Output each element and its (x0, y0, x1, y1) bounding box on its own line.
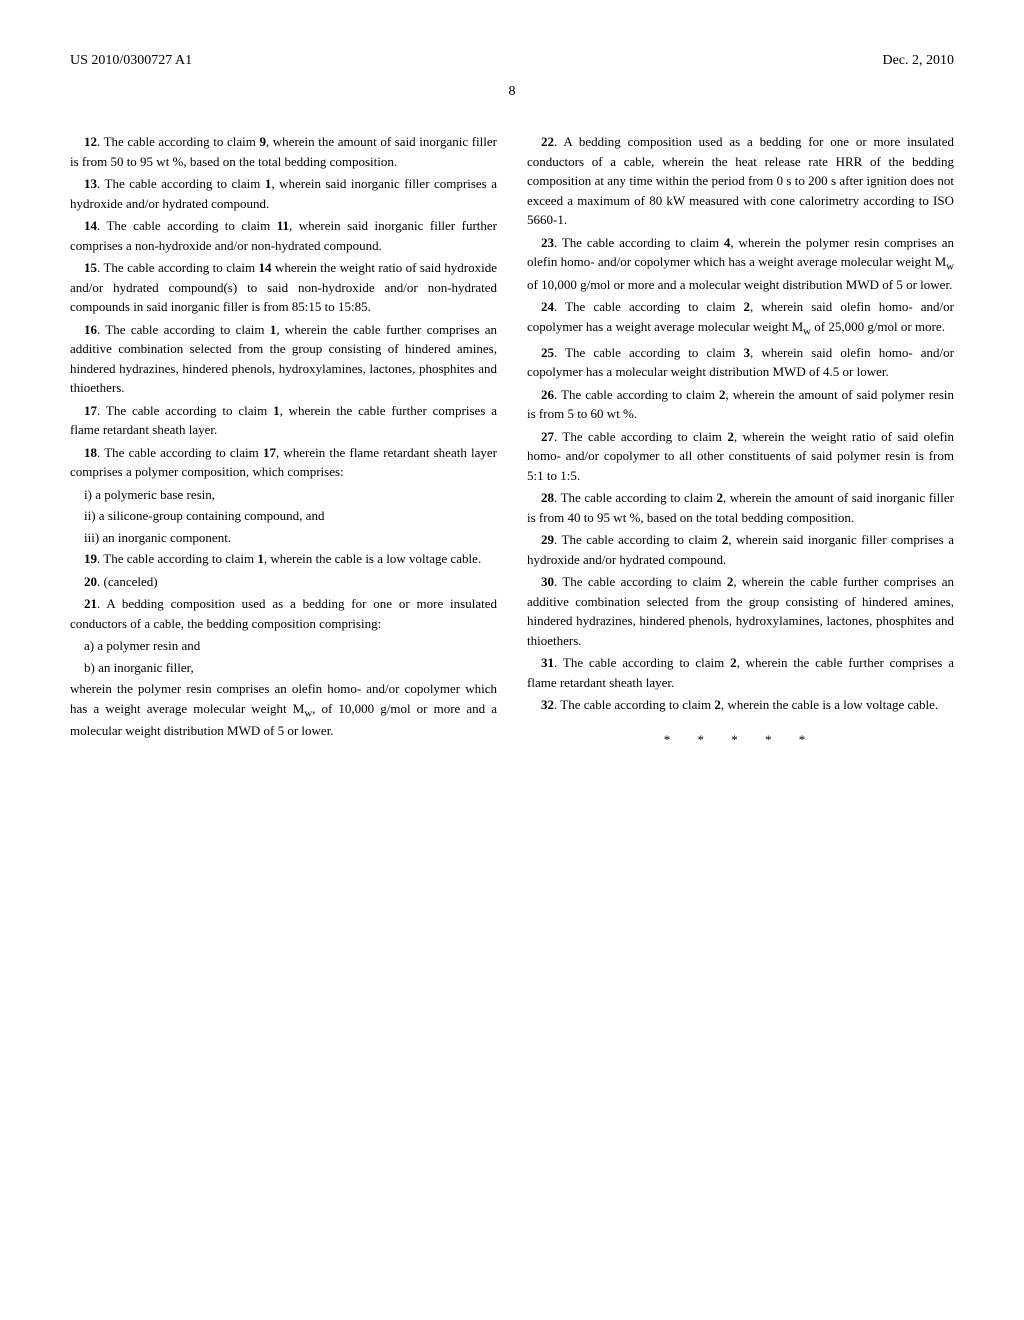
claim-29: 29. The cable according to claim 2, wher… (527, 530, 954, 569)
claim-text: . The cable according to claim (554, 574, 727, 589)
claim-number: 21 (84, 596, 97, 611)
claim-text: . The cable according to claim (97, 260, 259, 275)
claim-text: . The cable according to claim (554, 387, 719, 402)
claim-17: 17. The cable according to claim 1, wher… (70, 401, 497, 440)
claim-text: . The cable according to claim (554, 655, 730, 670)
claim-text: . The cable according to claim (554, 490, 716, 505)
claim-text: . The cable according to claim (97, 551, 257, 566)
claim-31: 31. The cable according to claim 2, wher… (527, 653, 954, 692)
claim-text: . (canceled) (97, 574, 158, 589)
claim-text: . The cable according to claim (97, 176, 265, 191)
column-number: 8 (70, 81, 954, 102)
claim-number: 31 (541, 655, 554, 670)
claim-number: 32 (541, 697, 554, 712)
claim-sub-item: i) a polymeric base resin, (70, 485, 497, 505)
claim-text: . A bedding composition used as a beddin… (527, 134, 954, 227)
claim-text: of 25,000 g/mol or more. (811, 319, 945, 334)
claim-28: 28. The cable according to claim 2, wher… (527, 488, 954, 527)
claim-30: 30. The cable according to claim 2, wher… (527, 572, 954, 650)
claim-number: 15 (84, 260, 97, 275)
publication-number: US 2010/0300727 A1 (70, 50, 192, 71)
claim-26: 26. The cable according to claim 2, wher… (527, 385, 954, 424)
left-column: 12. The cable according to claim 9, wher… (70, 132, 497, 749)
claim-27: 27. The cable according to claim 2, wher… (527, 427, 954, 486)
content-columns: 12. The cable according to claim 9, wher… (70, 132, 954, 749)
claim-text: . A bedding composition used as a beddin… (70, 596, 497, 631)
claim-text: . The cable according to claim (554, 345, 743, 360)
claim-number: 27 (541, 429, 554, 444)
claim-text: . The cable according to claim (554, 697, 714, 712)
publication-date: Dec. 2, 2010 (882, 50, 954, 71)
claim-ref: 11 (277, 218, 289, 233)
claim-number: 19 (84, 551, 97, 566)
claim-number: 16 (84, 322, 97, 337)
claim-12: 12. The cable according to claim 9, wher… (70, 132, 497, 171)
claim-text: . The cable according to claim (97, 445, 263, 460)
claim-32: 32. The cable according to claim 2, wher… (527, 695, 954, 715)
claim-22: 22. A bedding composition used as a bedd… (527, 132, 954, 230)
claim-15: 15. The cable according to claim 14 wher… (70, 258, 497, 317)
claim-number: 24 (541, 299, 554, 314)
claim-number: 18 (84, 445, 97, 460)
claim-number: 28 (541, 490, 554, 505)
claim-number: 20 (84, 574, 97, 589)
claim-text: . The cable according to claim (97, 134, 259, 149)
claim-number: 17 (84, 403, 97, 418)
claim-text: . The cable according to claim (554, 429, 727, 444)
claim-14: 14. The cable according to claim 11, whe… (70, 216, 497, 255)
claim-number: 29 (541, 532, 554, 547)
claim-number: 30 (541, 574, 554, 589)
page-header: US 2010/0300727 A1 Dec. 2, 2010 (70, 50, 954, 71)
claim-sub-item: iii) an inorganic component. (70, 528, 497, 548)
claim-sub-item: ii) a silicone-group containing compound… (70, 506, 497, 526)
claim-number: 12 (84, 134, 97, 149)
claim-ref: 14 (259, 260, 272, 275)
claim-sub-item: b) an inorganic filler, (70, 658, 497, 678)
claim-number: 22 (541, 134, 554, 149)
subscript: w (304, 707, 312, 719)
claim-text: , wherein the cable is a low voltage cab… (721, 697, 938, 712)
claim-number: 26 (541, 387, 554, 402)
claim-text: . The cable according to claim (554, 532, 722, 547)
claim-number: 23 (541, 235, 554, 250)
claim-18: 18. The cable according to claim 17, whe… (70, 443, 497, 482)
claim-21-wherein: wherein the polymer resin comprises an o… (70, 679, 497, 741)
subscript: w (946, 261, 954, 273)
claim-19: 19. The cable according to claim 1, wher… (70, 549, 497, 569)
claim-21: 21. A bedding composition used as a bedd… (70, 594, 497, 633)
claim-text: . The cable according to claim (97, 218, 277, 233)
claim-text: . The cable according to claim (554, 299, 743, 314)
claim-20: 20. (canceled) (70, 572, 497, 592)
subscript: w (803, 325, 811, 337)
claim-text: . The cable according to claim (97, 403, 273, 418)
claim-text: , wherein the cable is a low voltage cab… (264, 551, 481, 566)
claim-number: 13 (84, 176, 97, 191)
claim-number: 14 (84, 218, 97, 233)
claim-sub-item: a) a polymer resin and (70, 636, 497, 656)
end-asterisks: * * * * * (527, 730, 954, 750)
claim-16: 16. The cable according to claim 1, wher… (70, 320, 497, 398)
claim-text: of 10,000 g/mol or more and a molecular … (527, 277, 952, 292)
claim-24: 24. The cable according to claim 2, wher… (527, 297, 954, 339)
claim-number: 25 (541, 345, 554, 360)
claim-23: 23. The cable according to claim 4, wher… (527, 233, 954, 295)
claim-text: . The cable according to claim (554, 235, 724, 250)
claim-25: 25. The cable according to claim 3, wher… (527, 343, 954, 382)
claim-13: 13. The cable according to claim 1, wher… (70, 174, 497, 213)
claim-ref: 17 (263, 445, 276, 460)
claim-text: . The cable according to claim (97, 322, 270, 337)
right-column: 22. A bedding composition used as a bedd… (527, 132, 954, 749)
